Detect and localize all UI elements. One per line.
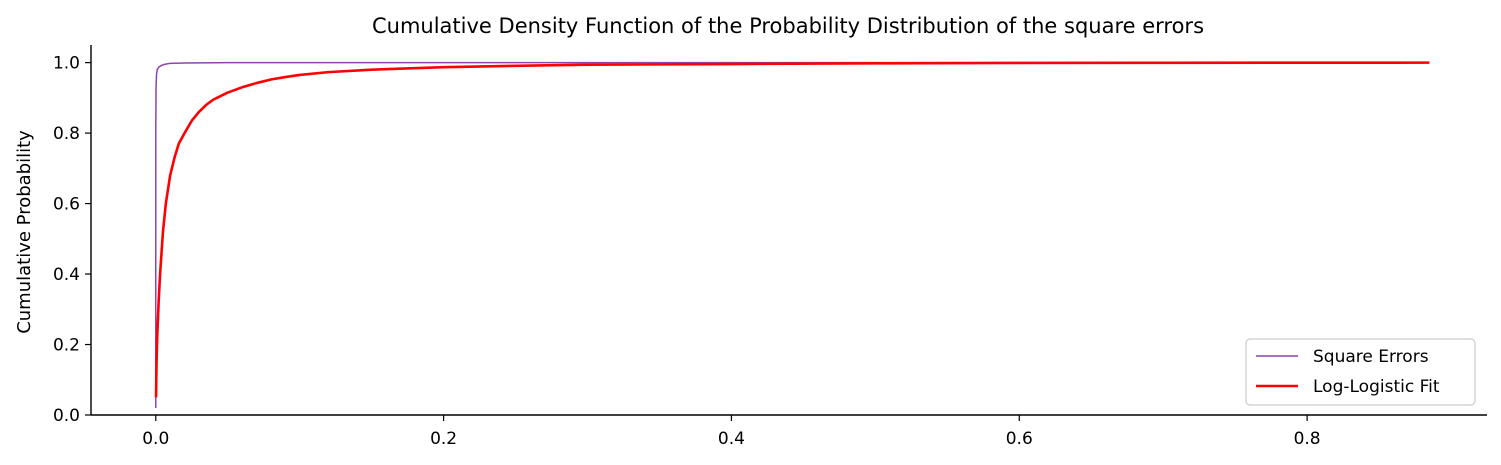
plot-lines bbox=[154, 61, 1430, 408]
legend-label-square-errors: Square Errors bbox=[1313, 347, 1429, 367]
series-line-log-logistic-fit bbox=[154, 61, 1430, 398]
y-tick-label: 0.8 bbox=[53, 124, 80, 144]
x-axis-ticks: 0.0 0.2 0.4 0.6 0.8 bbox=[142, 415, 1321, 449]
y-tick-label: 0.2 bbox=[53, 336, 80, 356]
y-tick-label: 0.0 bbox=[53, 406, 80, 426]
x-tick-label: 0.0 bbox=[142, 429, 169, 449]
chart-title: Cumulative Density Function of the Proba… bbox=[372, 14, 1204, 38]
x-tick-label: 0.2 bbox=[430, 429, 457, 449]
y-axis-label: Cumulative Probability bbox=[14, 130, 35, 334]
y-axis-ticks: 0.0 0.2 0.4 0.6 0.8 1.0 bbox=[53, 54, 91, 426]
y-tick-label: 0.4 bbox=[53, 265, 80, 285]
legend: Square Errors Log-Logistic Fit bbox=[1245, 338, 1476, 406]
y-tick-label: 1.0 bbox=[53, 54, 80, 74]
x-tick-label: 0.8 bbox=[1294, 429, 1321, 449]
series-line-square-errors bbox=[155, 61, 1430, 408]
x-tick-label: 0.4 bbox=[718, 429, 745, 449]
legend-label-log-logistic-fit: Log-Logistic Fit bbox=[1313, 377, 1440, 397]
legend-box bbox=[1245, 338, 1476, 406]
y-tick-label: 0.6 bbox=[53, 195, 80, 215]
x-tick-label: 0.6 bbox=[1006, 429, 1033, 449]
